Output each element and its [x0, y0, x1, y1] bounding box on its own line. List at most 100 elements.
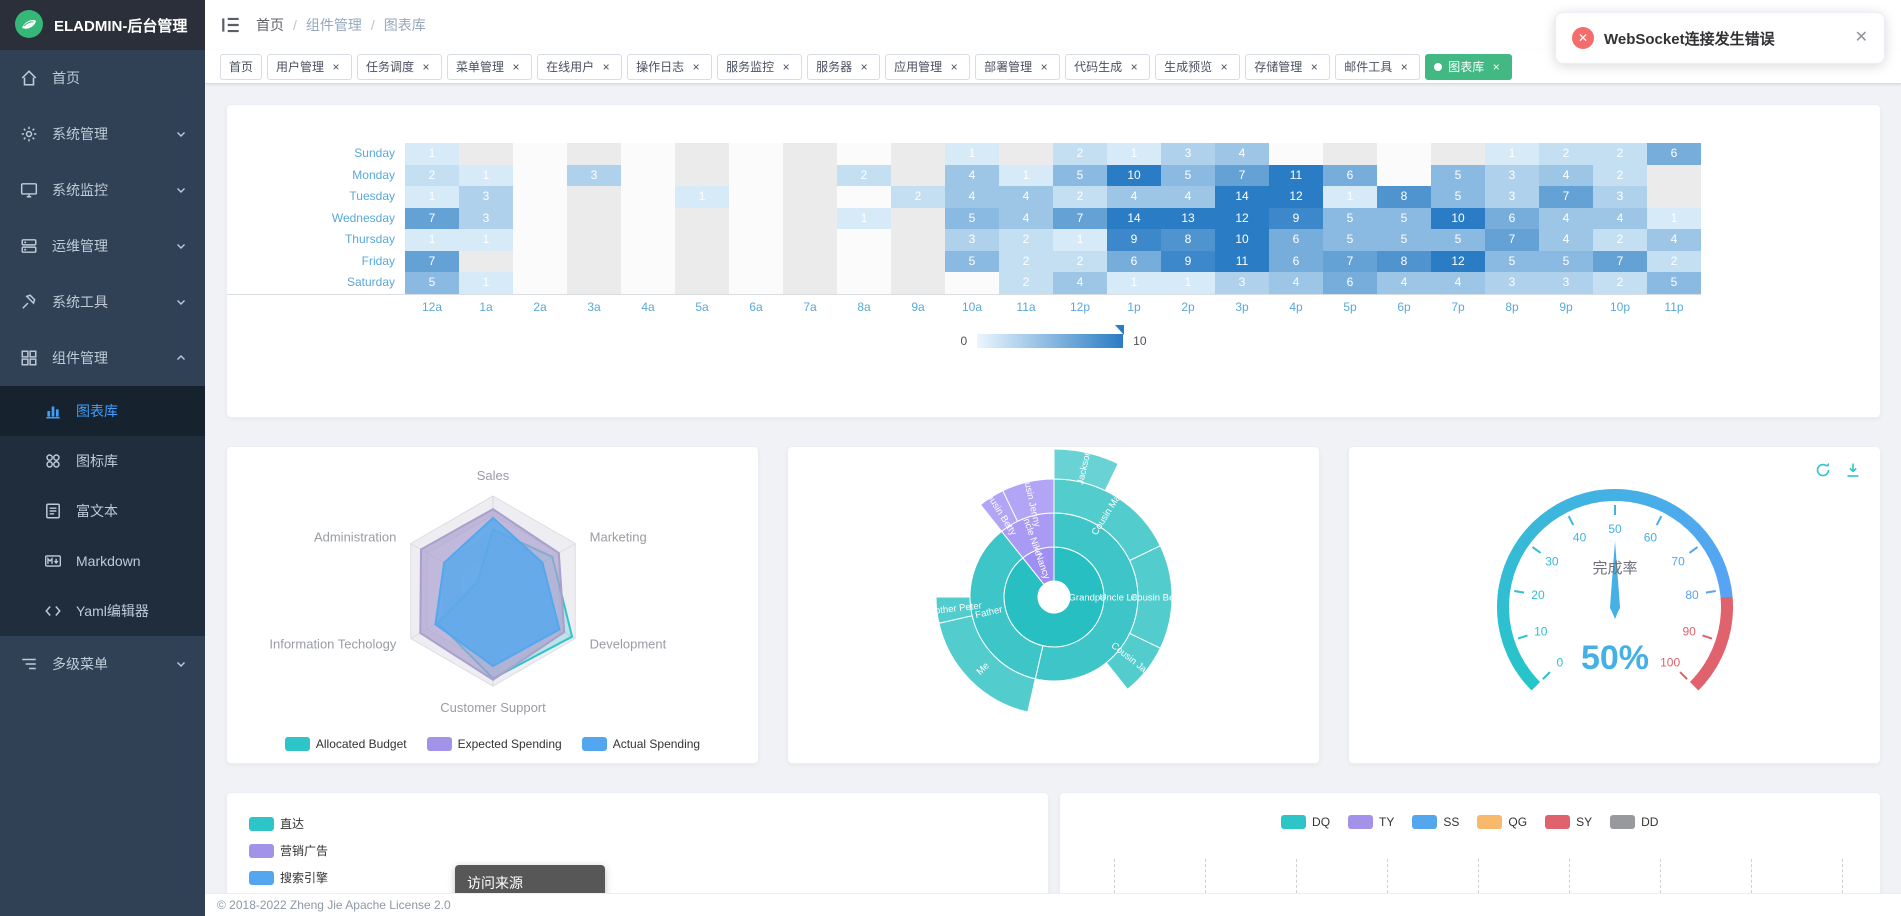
legend-item[interactable]: 营销广告 [249, 842, 328, 859]
heatmap-cell: 9 [1107, 229, 1161, 251]
heatmap-cell: 13 [1161, 207, 1215, 229]
tag-item[interactable]: 服务监控 × [717, 53, 803, 80]
heatmap-cell [1323, 143, 1377, 165]
sidebar-item[interactable]: 首页 [0, 50, 205, 106]
sidebar-item[interactable]: 系统工具 [0, 274, 205, 330]
tag-item[interactable]: 菜单管理 × [447, 53, 533, 80]
heatmap-cell [783, 207, 837, 229]
sidebar-item[interactable]: 系统监控 [0, 162, 205, 218]
sidebar-item-label: 多级菜单 [52, 656, 108, 672]
legend-item[interactable]: Expected Spending [426, 737, 562, 751]
main-content: Sunday 1 1 2 1 3 4 1 2 2 6 Monday 2 1 3 2 4 1 5 10 5 7 11 6 5 3 4 2… [205, 84, 1901, 893]
legend-item[interactable]: DD [1610, 815, 1658, 829]
legend-item[interactable]: Allocated Budget [284, 737, 407, 751]
heatmap-cell: 1 [945, 143, 999, 165]
sidebar-item[interactable]: 系统管理 [0, 106, 205, 162]
tag-close-icon[interactable]: × [1220, 59, 1228, 74]
tag-item[interactable]: 在线用户 × [537, 53, 623, 80]
heatmap-cell: 7 [1485, 229, 1539, 251]
sidebar-item[interactable]: 组件管理 [0, 330, 205, 386]
tag-item[interactable]: 用户管理 × [267, 53, 353, 80]
sidebar-subitem[interactable]: 图标库 [0, 436, 205, 486]
heatmap-cell: 3 [567, 164, 621, 186]
tag-close-icon[interactable]: × [692, 59, 700, 74]
toast-close-icon[interactable]: ✕ [1854, 29, 1868, 46]
heatmap-xaxis: 12a 1a 2a 3a 4a 5a 6a 7a 8a 9a 10a 11a 12p 1p 2p 3p 4p 5p… [227, 293, 1701, 318]
tag-item[interactable]: 存储管理 × [1245, 53, 1331, 80]
tag-item[interactable]: 代码生成 × [1065, 53, 1151, 80]
axis-splitline [1659, 859, 1661, 893]
heatmap-day-label: Wednesday [331, 210, 395, 225]
tag-item[interactable]: 生成预览 × [1155, 53, 1241, 80]
tag-close-icon[interactable]: × [602, 59, 610, 74]
tag-item[interactable]: 邮件工具 × [1335, 53, 1421, 80]
chevron-down-icon [175, 658, 187, 670]
heatmap-cell [729, 207, 783, 229]
heatmap-cell: 1 [459, 164, 513, 186]
sidebar-subitem[interactable]: 图表库 [0, 386, 205, 436]
legend-item[interactable]: SY [1545, 815, 1592, 829]
tag-close-icon[interactable]: × [1492, 59, 1500, 74]
hamburger-icon[interactable] [220, 14, 242, 36]
tag-close-icon[interactable]: × [1130, 59, 1138, 74]
tag-close-icon[interactable]: × [782, 59, 790, 74]
tag-active[interactable]: 图表库 × [1425, 53, 1513, 80]
sidebar-subitem[interactable]: 富文本 [0, 486, 205, 536]
heatmap-cell [513, 143, 567, 165]
breadcrumb-item[interactable]: 图表库 [383, 17, 426, 33]
visualmap-handle-icon[interactable] [1115, 324, 1125, 335]
heatmap-cell: 6 [1107, 250, 1161, 272]
tag-close-icon[interactable]: × [512, 59, 520, 74]
download-icon[interactable] [1844, 461, 1862, 479]
heatmap-cell: 7 [1053, 207, 1107, 229]
refresh-icon[interactable] [1814, 461, 1832, 479]
heatmap-cell: 9 [1161, 250, 1215, 272]
tag-item[interactable]: 应用管理 × [885, 53, 971, 80]
sidebar-subitem[interactable]: Yaml编辑器 [0, 586, 205, 636]
heatmap-row: Friday 7 5 2 2 6 9 11 6 7 8 12 5 5 7 2 [227, 250, 1880, 272]
heatmap-cell [729, 250, 783, 272]
heatmap-cell [783, 164, 837, 186]
heatmap-cell: 10 [1215, 229, 1269, 251]
tag-close-icon[interactable]: × [332, 59, 340, 74]
legend-item[interactable]: 直达 [249, 815, 328, 832]
legend-item[interactable]: TY [1348, 815, 1394, 829]
heatmap-hour-label: 3a [587, 299, 601, 314]
legend-label: Allocated Budget [315, 737, 407, 751]
tag-item[interactable]: 操作日志 × [627, 53, 713, 80]
breadcrumb-item[interactable]: 首页 [256, 17, 284, 33]
visualmap-gradient-bar[interactable] [977, 324, 1125, 348]
tag-close-icon[interactable]: × [1400, 59, 1408, 74]
heatmap-cell: 3 [459, 207, 513, 229]
heatmap-cell: 5 [1485, 250, 1539, 272]
heatmap-cell: 2 [1647, 250, 1701, 272]
tag-close-icon[interactable]: × [1310, 59, 1318, 74]
legend-item[interactable]: DQ [1281, 815, 1330, 829]
websocket-error-toast: ✕ WebSocket连接发生错误 ✕ [1555, 12, 1885, 64]
sidebar-item-label: 系统管理 [52, 126, 108, 142]
sidebar-subitem-label: Markdown [76, 553, 141, 569]
legend-item[interactable]: 搜索引擎 [249, 869, 328, 886]
breadcrumb-item[interactable]: 组件管理 [305, 17, 362, 33]
svg-text:Cousin Ben: Cousin Ben [1130, 592, 1179, 603]
sidebar-item[interactable]: 运维管理 [0, 218, 205, 274]
sidebar-item[interactable]: 多级菜单 [0, 636, 205, 692]
sidebar-subitem[interactable]: Markdown [0, 536, 205, 586]
legend-item[interactable]: SS [1412, 815, 1459, 829]
richtext-icon [44, 502, 62, 520]
app-logo: ELADMIN-后台管理 [0, 0, 205, 50]
tag-item[interactable]: 任务调度 × [357, 53, 443, 80]
tag-close-icon[interactable]: × [860, 59, 868, 74]
legend-item[interactable]: QG [1477, 815, 1527, 829]
tag-close-icon[interactable]: × [950, 59, 958, 74]
heatmap-cell: 5 [1161, 164, 1215, 186]
tag-item[interactable]: 首页 [220, 53, 263, 80]
svg-text:30: 30 [1545, 554, 1559, 568]
tag-item[interactable]: 服务器 × [807, 53, 881, 80]
heatmap-hour-label: 8a [857, 299, 871, 314]
tag-item[interactable]: 部署管理 × [975, 53, 1061, 80]
tag-close-icon[interactable]: × [422, 59, 430, 74]
heatmap-cell: 1 [1485, 143, 1539, 165]
tag-close-icon[interactable]: × [1040, 59, 1048, 74]
legend-item[interactable]: Actual Spending [581, 737, 700, 751]
